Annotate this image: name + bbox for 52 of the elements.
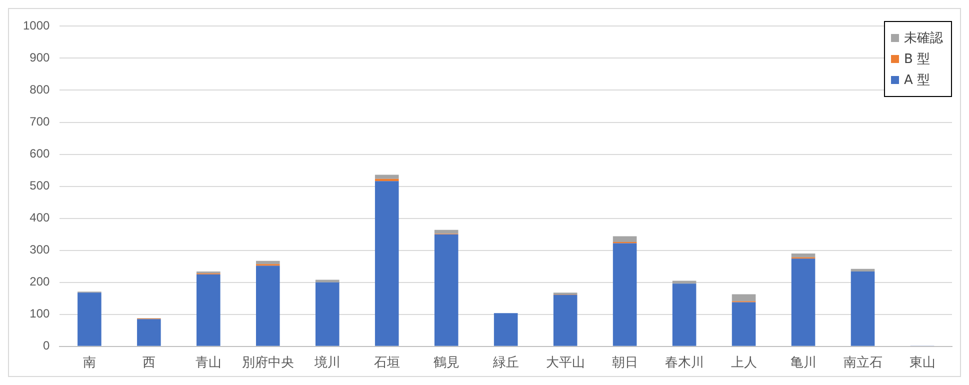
x-tick-label: 青山	[195, 356, 222, 371]
bar	[196, 274, 220, 346]
bar	[374, 178, 399, 182]
bar	[553, 294, 578, 346]
bar	[672, 284, 696, 346]
x-tick-label: 東山	[909, 356, 936, 371]
bar	[137, 319, 161, 346]
bar	[732, 294, 756, 302]
legend-label: 未確認	[904, 30, 943, 47]
y-tick-label: 400	[30, 210, 50, 225]
bar	[315, 280, 340, 282]
y-tick-label: 1000	[22, 18, 50, 33]
legend-label: A 型	[904, 72, 930, 89]
x-tick-label: 緑丘	[492, 356, 519, 371]
bar	[315, 282, 340, 346]
x-tick-label: 南	[82, 356, 96, 371]
y-tick-label: 600	[30, 146, 50, 161]
x-tick-label: 石垣	[374, 356, 400, 371]
y-tick-label: 100	[30, 306, 50, 321]
x-tick-label: 春木川	[664, 356, 704, 371]
bar	[494, 313, 518, 346]
bar	[612, 236, 637, 242]
x-tick-label: 鶴見	[433, 356, 460, 371]
y-tick-label: 800	[30, 82, 50, 97]
bar	[850, 271, 875, 346]
bar	[732, 302, 756, 346]
x-tick-label: 南立石	[843, 354, 882, 371]
bar	[78, 292, 102, 346]
y-tick-label: 200	[30, 274, 50, 289]
y-tick-label: 300	[30, 242, 50, 257]
bar	[612, 243, 637, 346]
x-tick-label: 西	[142, 356, 156, 371]
bar	[791, 258, 816, 346]
bar	[374, 174, 399, 179]
bar	[256, 266, 280, 346]
x-tick-label: 朝日	[612, 356, 638, 371]
y-tick-label: 500	[30, 178, 50, 193]
bar	[434, 230, 458, 234]
x-tick-label: 別府中央	[242, 354, 294, 371]
bar	[791, 254, 816, 258]
bar	[256, 260, 280, 264]
bar	[374, 181, 399, 346]
bar	[434, 234, 458, 346]
y-tick-label: 900	[30, 50, 50, 65]
x-tick-label: 亀川	[790, 356, 816, 371]
bar	[850, 268, 875, 272]
x-tick-label: 境川	[313, 354, 340, 371]
x-tick-label: 上人	[730, 356, 757, 371]
x-tick-label: 大平山	[546, 356, 585, 371]
legend-label: B 型	[904, 51, 930, 68]
y-tick-label: 0	[43, 338, 50, 353]
y-tick-label: 700	[30, 114, 50, 129]
